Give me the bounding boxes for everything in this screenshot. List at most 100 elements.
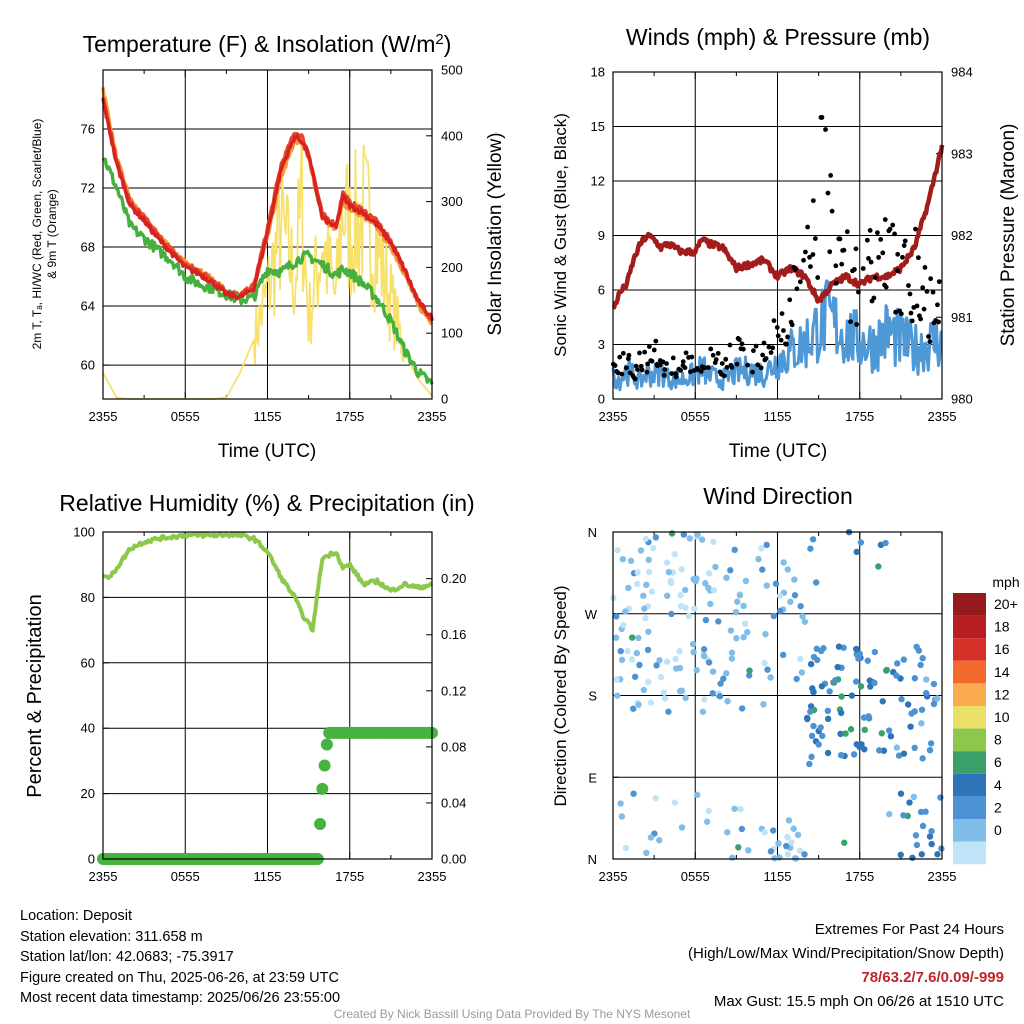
direction-point — [919, 654, 926, 662]
direction-point — [732, 608, 740, 616]
extremes-values: 78/63.2/7.6/0.09/-999 — [861, 969, 1004, 986]
temp-panel-x-tick-label: 2355 — [89, 409, 118, 424]
rh-panel-y2-tick-label: 0.04 — [441, 795, 466, 810]
gust-point — [755, 362, 761, 368]
direction-point — [864, 657, 871, 664]
direction-point — [665, 708, 672, 715]
direction-point — [807, 545, 814, 552]
direction-point — [731, 546, 738, 554]
direction-point — [875, 747, 883, 754]
rh-panel-y-tick-label: 0 — [88, 852, 95, 867]
speed-legend-label: 0 — [994, 822, 1002, 838]
direction-point — [817, 724, 824, 731]
gust-point — [653, 338, 659, 344]
direction-point — [783, 842, 790, 850]
direction-point — [645, 556, 652, 564]
speed-legend-label: 6 — [994, 754, 1002, 770]
elevation-text: Station elevation: 311.658 m — [20, 928, 203, 945]
direction-point — [641, 605, 648, 612]
direction-point — [779, 651, 787, 659]
direction-point — [807, 708, 814, 715]
speed-legend-swatch — [953, 728, 986, 752]
gust-point — [875, 230, 880, 236]
gust-point — [867, 227, 873, 233]
gust-point — [812, 236, 818, 241]
direction-point — [620, 621, 627, 629]
dir-panel-x-tick-label: 1755 — [845, 869, 874, 884]
dir-panel-x-tick-label: 1155 — [764, 869, 792, 884]
direction-point — [729, 854, 736, 861]
gust-point — [810, 198, 816, 204]
gust-point — [713, 357, 719, 362]
direction-point — [776, 607, 784, 615]
gust-point — [615, 370, 621, 376]
direction-point — [693, 791, 701, 799]
direction-point — [852, 678, 860, 685]
gust-point — [689, 354, 695, 360]
gust-point — [715, 350, 721, 356]
gust-point — [768, 350, 774, 355]
gust-point — [669, 371, 675, 376]
direction-point — [635, 701, 642, 708]
direction-point — [738, 825, 746, 833]
direction-point — [913, 841, 921, 849]
direction-point — [871, 648, 879, 656]
direction-point — [776, 854, 783, 861]
direction-point — [692, 577, 699, 585]
direction-point — [647, 834, 655, 841]
temp-panel-x-tick-label: 1755 — [335, 409, 364, 424]
direction-point — [762, 630, 769, 638]
gust-point — [827, 249, 833, 255]
direction-point — [810, 653, 818, 661]
direction-point — [911, 744, 918, 752]
direction-point — [672, 655, 679, 663]
gust-point — [797, 279, 803, 285]
direction-point — [837, 730, 844, 738]
direction-point — [930, 680, 938, 688]
direction-point — [656, 657, 663, 664]
direction-point — [893, 744, 901, 751]
direction-point — [724, 698, 731, 705]
gust-point — [907, 291, 913, 297]
direction-point — [858, 741, 865, 748]
direction-point — [797, 602, 804, 610]
speed-legend-swatch — [953, 638, 986, 661]
direction-point — [922, 808, 929, 815]
gust-point — [924, 289, 930, 294]
direction-point — [831, 677, 839, 684]
direction-point — [648, 588, 656, 595]
temp-panel-y-tick-label: 72 — [81, 181, 95, 196]
direction-point — [907, 723, 914, 730]
direction-point — [653, 662, 660, 669]
gust-point — [808, 264, 813, 269]
gust-point — [902, 238, 908, 244]
gust-point — [680, 359, 686, 365]
direction-point — [661, 695, 669, 702]
rh-panel-x-tick-label: 0555 — [171, 869, 200, 884]
direction-point — [780, 559, 787, 566]
gust-point — [895, 251, 901, 257]
direction-point — [710, 538, 717, 545]
gust-point — [810, 252, 816, 257]
dewpoint-line — [101, 157, 434, 385]
direction-point — [709, 668, 717, 675]
speed-legend-label: 2 — [994, 799, 1002, 815]
direction-point — [918, 720, 925, 727]
direction-point — [824, 749, 832, 757]
direction-point — [705, 807, 712, 815]
direction-point — [619, 555, 626, 563]
direction-point — [668, 530, 676, 537]
direction-point — [733, 635, 740, 642]
gust-point — [623, 365, 629, 371]
gust-point — [617, 354, 623, 360]
gust-point — [646, 344, 652, 350]
gust-point — [898, 311, 904, 317]
direction-point — [698, 536, 706, 543]
direction-point — [900, 750, 908, 757]
gust-point — [682, 365, 688, 371]
gust-point — [915, 255, 921, 261]
direction-point — [879, 698, 886, 705]
wind-panel-border — [612, 71, 943, 400]
speed-legend-swatch — [953, 796, 986, 819]
